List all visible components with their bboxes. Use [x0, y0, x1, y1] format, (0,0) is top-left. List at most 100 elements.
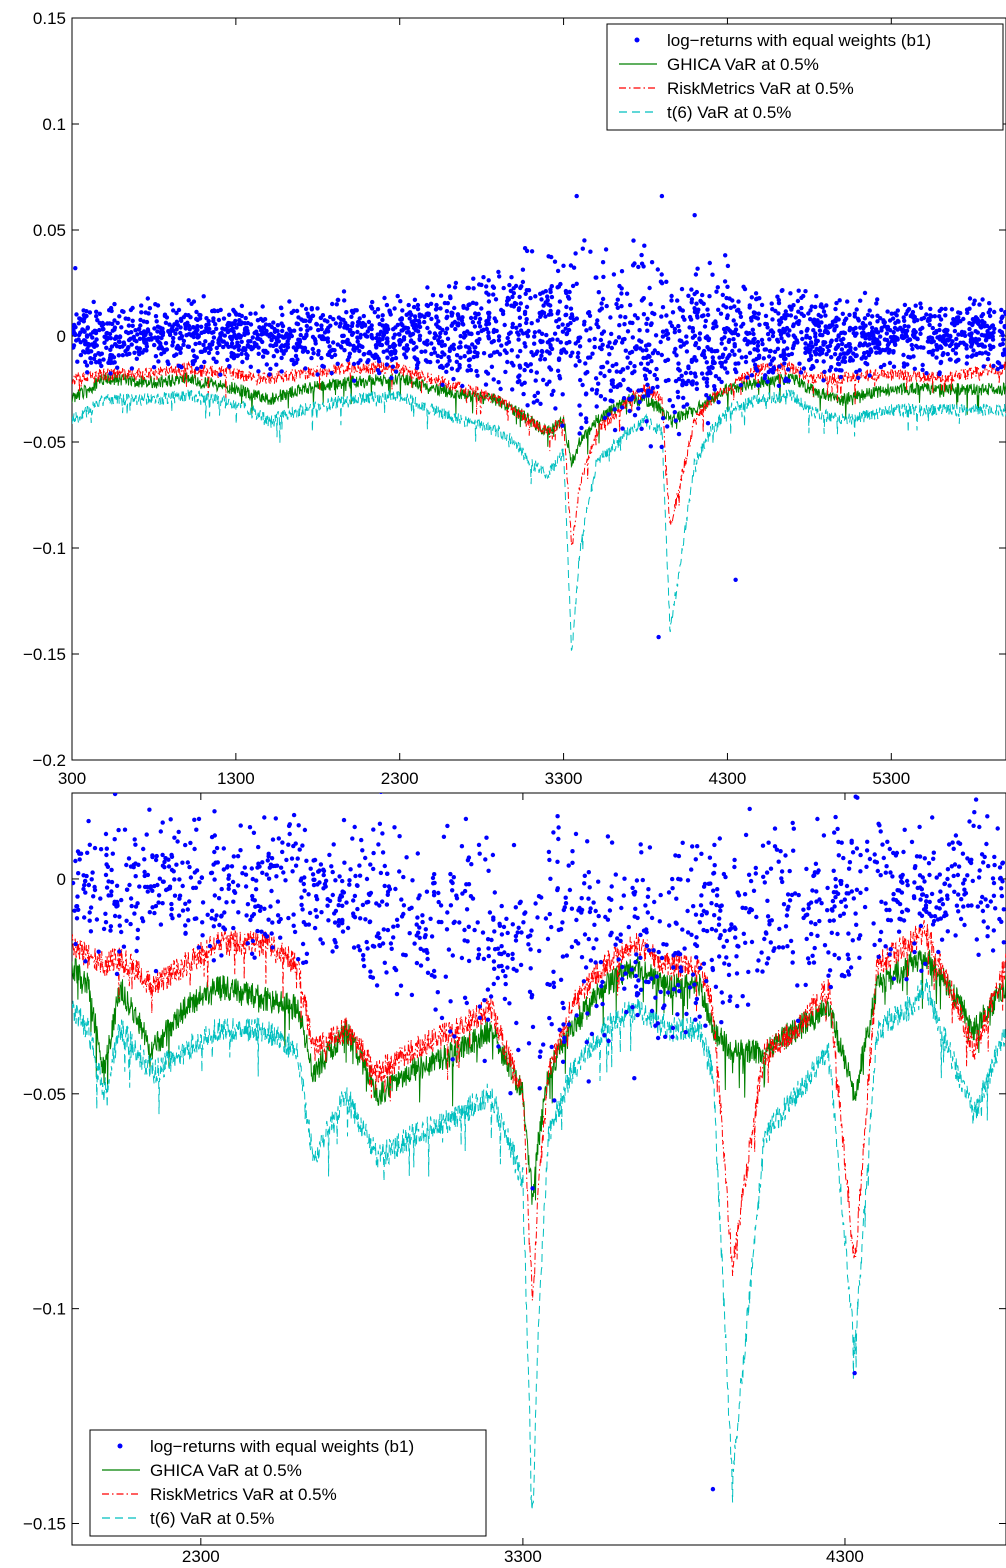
return-dot — [274, 348, 279, 353]
return-dot — [358, 916, 363, 921]
return-dot — [609, 840, 615, 845]
return-dot — [594, 1003, 599, 1009]
return-dot — [836, 853, 841, 858]
return-dot — [586, 896, 591, 901]
return-dot — [502, 950, 507, 955]
return-dot — [602, 1033, 607, 1038]
return-dot — [545, 981, 550, 987]
return-dot — [904, 311, 909, 317]
return-dot — [359, 837, 364, 843]
return-dot — [425, 285, 430, 290]
return-dot — [588, 958, 594, 963]
return-dot — [655, 350, 661, 356]
return-dot — [452, 319, 458, 325]
return-dot — [600, 1001, 605, 1007]
series-line-2 — [72, 360, 1006, 546]
return-dot — [117, 335, 123, 340]
return-dot — [982, 854, 987, 860]
return-dot — [311, 351, 316, 356]
return-dot — [523, 910, 528, 915]
return-dot — [995, 826, 1000, 831]
return-dot — [278, 935, 283, 940]
return-outlier-dot — [656, 634, 661, 640]
return-dot — [482, 998, 487, 1003]
return-dot — [248, 339, 253, 344]
return-dot — [533, 351, 539, 356]
return-dot — [632, 413, 638, 418]
return-dot — [560, 322, 565, 327]
return-dot — [549, 284, 554, 289]
return-dot — [675, 298, 680, 303]
return-dot — [158, 922, 164, 927]
return-dot — [169, 302, 175, 307]
return-dot — [244, 913, 249, 918]
return-dot — [935, 917, 941, 922]
return-dot — [556, 324, 561, 330]
return-dot — [163, 341, 169, 346]
return-dot — [679, 286, 685, 292]
return-dot — [635, 1012, 640, 1018]
return-dot — [630, 885, 635, 891]
return-dot — [232, 321, 237, 327]
return-dot — [867, 856, 873, 862]
return-dot — [889, 311, 894, 316]
return-dot — [549, 254, 554, 260]
return-dot — [664, 279, 669, 284]
return-dot — [846, 931, 851, 936]
return-dot — [83, 890, 88, 895]
return-dot — [527, 989, 533, 994]
return-dot — [177, 896, 182, 901]
return-dot — [294, 321, 299, 326]
return-dot — [724, 295, 729, 301]
return-dot — [331, 340, 336, 345]
return-dot — [692, 982, 697, 987]
return-dot — [460, 383, 465, 389]
return-dot — [692, 291, 697, 297]
return-dot — [435, 353, 440, 358]
return-dot — [326, 918, 331, 923]
return-dot — [715, 348, 720, 354]
return-dot — [669, 323, 675, 329]
return-dot — [714, 289, 719, 294]
return-dot — [776, 945, 782, 950]
return-dot — [694, 955, 699, 960]
legend: log−returns with equal weights (b1)GHICA… — [89, 1429, 487, 1537]
return-dot — [761, 356, 766, 361]
return-dot — [924, 899, 929, 904]
return-dot — [949, 864, 954, 869]
return-dot — [473, 315, 478, 321]
return-dot — [931, 856, 936, 861]
return-dot — [638, 842, 643, 847]
return-dot — [641, 312, 647, 317]
return-dot — [173, 331, 178, 336]
return-dot — [432, 974, 437, 979]
return-dot — [956, 892, 961, 897]
return-dot — [219, 330, 224, 336]
return-dot — [768, 940, 773, 945]
x-tick-label: 5300 — [872, 769, 910, 788]
return-dot — [112, 913, 118, 919]
return-dot — [538, 1049, 543, 1054]
return-dot — [523, 291, 528, 296]
return-dot — [619, 291, 624, 296]
return-dot — [412, 941, 417, 946]
return-dot — [985, 814, 990, 819]
return-dot — [558, 340, 563, 345]
return-dot — [951, 846, 956, 851]
return-dot — [728, 926, 734, 931]
return-dot — [103, 872, 109, 878]
return-dot — [867, 308, 872, 313]
return-dot — [876, 954, 881, 959]
return-dot — [511, 363, 516, 368]
return-dot — [975, 316, 980, 322]
return-dot — [787, 868, 792, 874]
return-dot — [842, 359, 848, 364]
return-dot — [310, 313, 315, 319]
return-dot — [402, 352, 407, 357]
return-dot — [197, 312, 202, 318]
return-dot — [400, 323, 405, 328]
return-dot — [962, 922, 967, 928]
return-dot — [641, 296, 646, 301]
return-dot — [502, 348, 507, 353]
return-dot — [552, 1098, 557, 1103]
